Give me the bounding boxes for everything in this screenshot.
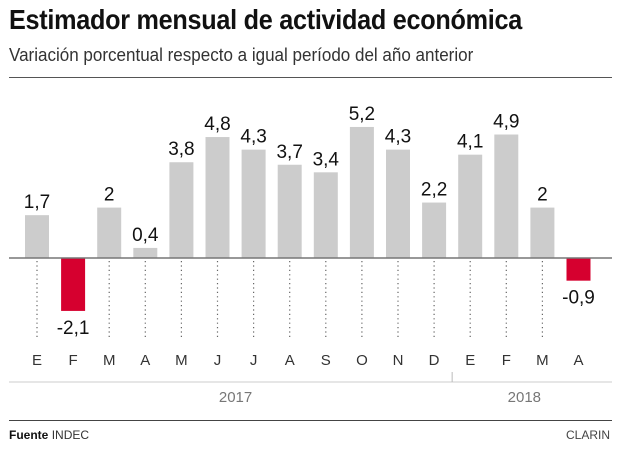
bar-12 <box>458 154 483 258</box>
value-label-13: 4,9 <box>493 112 519 133</box>
month-label-15: A <box>573 352 583 369</box>
month-label-14: M <box>536 352 549 369</box>
year-label-2017: 2017 <box>219 389 252 406</box>
top-divider <box>9 77 612 78</box>
bar-6 <box>241 149 266 258</box>
bar-0 <box>25 215 49 258</box>
value-label-4: 3,8 <box>168 139 194 160</box>
bar-3 <box>133 247 158 258</box>
value-label-5: 4,8 <box>204 114 230 135</box>
month-label-9: O <box>356 352 368 369</box>
value-label-14: 2 <box>537 185 548 206</box>
bar-11 <box>422 202 447 258</box>
bar-5 <box>205 137 230 258</box>
month-label-3: A <box>140 352 150 369</box>
month-label-8: S <box>321 352 331 369</box>
source-credit: Fuente INDEC <box>9 428 89 442</box>
brand-credit: CLARIN <box>565 428 610 442</box>
value-label-2: 2 <box>104 185 115 206</box>
bar-15 <box>566 258 591 281</box>
month-label-13: F <box>502 352 511 369</box>
year-label-2018: 2018 <box>508 389 541 406</box>
bar-8 <box>313 172 338 258</box>
bar-13 <box>494 134 519 258</box>
bar-10 <box>386 149 410 258</box>
bar-9 <box>349 126 374 259</box>
value-label-15: -0,9 <box>562 288 595 309</box>
bar-2 <box>97 207 122 258</box>
month-label-12: E <box>465 352 475 369</box>
bar-4 <box>169 162 194 258</box>
chart-title: Estimador mensual de actividad económica <box>9 4 522 35</box>
chart-subtitle: Variación porcentual respecto a igual pe… <box>9 44 474 65</box>
bar-14 <box>530 207 555 258</box>
month-label-1: F <box>69 352 78 369</box>
month-label-0: E <box>32 352 42 369</box>
value-label-3: 0,4 <box>132 225 159 246</box>
bar-chart: 1,7 E -2,1 F 2 M 0,4 A 3,8 M 4,8 J 4,3 J 3,7 A 3,4 S 5,2 O 4… <box>9 104 612 406</box>
month-label-7: A <box>285 352 295 369</box>
bar-7 <box>277 164 302 258</box>
footer-divider <box>9 420 612 421</box>
value-label-6: 4,3 <box>240 127 266 148</box>
month-label-4: M <box>175 352 188 369</box>
value-label-12: 4,1 <box>457 132 483 153</box>
value-label-1: -2,1 <box>57 318 90 339</box>
bar-1 <box>61 258 86 311</box>
month-label-2: M <box>103 352 116 369</box>
value-label-7: 3,7 <box>276 142 302 163</box>
source-label: Fuente <box>9 428 49 442</box>
month-label-10: N <box>393 352 404 369</box>
value-label-11: 2,2 <box>421 180 447 201</box>
source-value: INDEC <box>51 428 90 442</box>
month-label-5: J <box>214 352 222 369</box>
value-label-8: 3,4 <box>313 149 340 170</box>
value-label-0: 1,7 <box>24 192 50 213</box>
value-label-9: 5,2 <box>349 104 375 125</box>
month-label-11: D <box>429 352 440 369</box>
value-label-10: 4,3 <box>385 127 411 148</box>
month-label-6: J <box>250 352 258 369</box>
